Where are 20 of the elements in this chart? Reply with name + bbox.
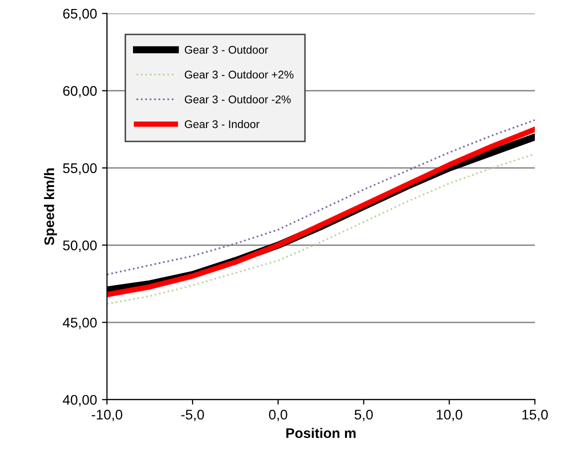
- line-series: [106, 119, 535, 276]
- y-tick-label: 65,00: [63, 8, 97, 20]
- line-series: [106, 153, 535, 305]
- y-tick-label: 60,00: [63, 86, 97, 98]
- legend-label: Gear 3 - Indoor: [184, 120, 260, 128]
- x-tick-label: 0,0: [269, 410, 288, 422]
- x-axis-title: Position m: [286, 428, 356, 438]
- x-tick-label: 15,0: [522, 410, 548, 422]
- x-tick-label: -5,0: [181, 410, 204, 422]
- x-tick-label: 10,0: [436, 410, 462, 422]
- legend-label: Gear 3 - Outdoor -2%: [184, 95, 291, 104]
- legend-label: Gear 3 - Outdoor +2%: [184, 70, 294, 79]
- y-tick-label: 40,00: [62, 394, 97, 406]
- legend-label: Gear 3 - Outdoor: [184, 46, 268, 54]
- y-tick-label: 50,00: [63, 240, 97, 252]
- y-tick-label: 45,00: [62, 318, 97, 330]
- y-axis-title: Speed km/h: [44, 168, 57, 246]
- y-tick-label: 55,00: [63, 163, 97, 175]
- x-tick-label: 5,0: [354, 410, 373, 422]
- x-tick-label: -10,0: [92, 410, 122, 422]
